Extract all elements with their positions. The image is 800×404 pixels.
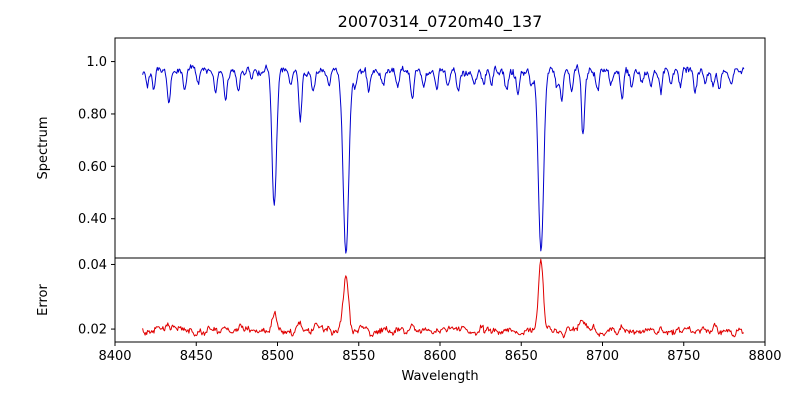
tick-label: 8800 bbox=[748, 349, 781, 364]
spectrum-line bbox=[142, 64, 745, 254]
tick-label: 0.04 bbox=[78, 258, 107, 273]
tick-label: 8600 bbox=[423, 349, 456, 364]
tick-label: 8650 bbox=[505, 349, 538, 364]
tick-label: 1.0 bbox=[86, 55, 107, 70]
tick-label: 8450 bbox=[180, 349, 213, 364]
error-line bbox=[142, 258, 745, 339]
chart-title: 20070314_0720m40_137 bbox=[338, 12, 543, 32]
tick-label: 8700 bbox=[586, 349, 619, 364]
x-axis-label: Wavelength bbox=[401, 369, 478, 384]
tick-label: 0.80 bbox=[78, 107, 107, 122]
tick-label: 0.60 bbox=[78, 160, 107, 175]
tick-label: 8400 bbox=[98, 349, 131, 364]
tick-label: 8550 bbox=[342, 349, 375, 364]
tick-label: 8750 bbox=[667, 349, 700, 364]
tick-label: 0.02 bbox=[78, 323, 107, 338]
spectrum-y-axis-label: Spectrum bbox=[36, 117, 51, 180]
error-y-axis-label: Error bbox=[36, 284, 51, 316]
spectrum-y-ticks: 0.40 0.60 0.80 1.0 bbox=[78, 55, 115, 227]
tick-label: 0.40 bbox=[78, 212, 107, 227]
error-y-ticks: 0.02 0.04 bbox=[78, 258, 115, 338]
tick-label: 8500 bbox=[261, 349, 294, 364]
x-ticks: 8400 8450 8500 8550 8600 8650 8700 8750 8800 bbox=[98, 342, 782, 364]
